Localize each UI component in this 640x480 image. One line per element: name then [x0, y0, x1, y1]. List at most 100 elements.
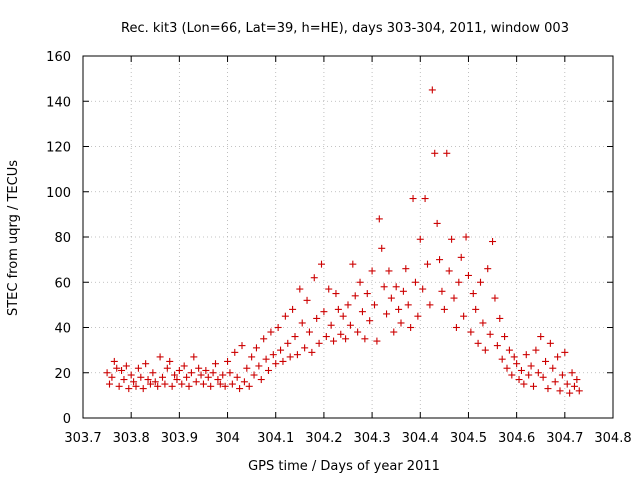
data-point [344, 301, 352, 309]
data-point [293, 351, 301, 359]
data-point [202, 366, 210, 374]
data-point [183, 373, 191, 381]
data-point [185, 382, 193, 390]
data-point [371, 301, 378, 309]
data-point [115, 382, 123, 390]
data-point [156, 353, 164, 361]
data-point [551, 378, 559, 386]
x-tick-label: 303.9 [161, 431, 198, 446]
data-point [125, 385, 133, 393]
data-point [460, 312, 468, 320]
data-point [337, 330, 345, 338]
data-point [103, 369, 111, 377]
data-point [493, 342, 501, 350]
data-point [407, 324, 415, 331]
data-point [375, 215, 383, 223]
data-point [508, 371, 516, 379]
data-point [484, 265, 492, 273]
y-tick-label: 120 [46, 141, 71, 156]
data-point [118, 366, 126, 374]
data-point [320, 308, 328, 316]
data-point [134, 364, 142, 372]
x-tick-label: 304.4 [402, 431, 439, 446]
data-point [260, 335, 268, 343]
data-point [279, 357, 287, 365]
data-point [457, 253, 465, 261]
data-point [226, 369, 234, 377]
data-point [240, 378, 248, 386]
data-point [245, 382, 253, 390]
y-tick-label: 20 [54, 367, 71, 382]
data-point [318, 260, 325, 268]
data-marks [103, 86, 583, 397]
data-point [520, 380, 528, 388]
x-tick-label: 304.8 [594, 431, 631, 446]
data-point [146, 380, 154, 388]
data-point [515, 376, 523, 384]
data-point [395, 305, 403, 313]
x-tick-label: 304.1 [257, 431, 294, 446]
data-point [161, 380, 169, 388]
data-point [127, 371, 135, 379]
data-point [380, 283, 388, 291]
data-point [199, 380, 207, 388]
y-tick-label: 0 [63, 412, 71, 427]
data-point [277, 346, 285, 354]
data-point [431, 149, 439, 157]
x-tick-label: 304.6 [498, 431, 535, 446]
data-point [298, 319, 306, 327]
data-point [554, 353, 562, 361]
data-point [455, 278, 463, 286]
data-point [286, 353, 294, 361]
data-point [404, 301, 412, 309]
data-point [209, 369, 217, 377]
x-tick-label: 304.5 [450, 431, 487, 446]
data-point [110, 357, 118, 365]
data-point [539, 373, 547, 381]
y-axis-label: STEC from uqrg / TECUs [6, 160, 21, 316]
data-point [450, 294, 458, 302]
data-point [272, 360, 280, 368]
data-point [438, 287, 446, 295]
data-point [479, 319, 487, 327]
data-point [481, 346, 489, 354]
data-point [327, 321, 335, 329]
data-point [462, 233, 470, 241]
data-point [219, 371, 227, 379]
data-point [416, 235, 424, 243]
data-point [291, 333, 299, 341]
data-point [542, 357, 550, 365]
grid-layer [83, 56, 613, 418]
data-point [342, 335, 350, 343]
data-point [402, 265, 410, 273]
data-point [421, 195, 429, 203]
data-point [354, 328, 362, 336]
data-point [390, 328, 398, 336]
data-point [330, 337, 338, 345]
data-point [238, 342, 246, 350]
data-point [392, 283, 400, 291]
data-point [525, 371, 533, 379]
data-point [558, 371, 566, 379]
data-point [154, 382, 162, 390]
data-point [310, 274, 318, 282]
data-point [168, 382, 176, 390]
data-point [269, 351, 277, 359]
data-point [130, 378, 138, 386]
plot-frame [82, 55, 614, 419]
data-point [106, 380, 113, 388]
data-point [527, 362, 535, 370]
data-point [149, 369, 157, 377]
data-point [166, 357, 174, 365]
chart-title: Rec. kit3 (Lon=66, Lat=39, h=HE), days 3… [121, 21, 569, 36]
data-point [289, 305, 297, 313]
data-point [443, 149, 451, 157]
data-point [236, 385, 244, 393]
data-point [120, 376, 128, 384]
data-point [517, 366, 525, 374]
data-point [385, 267, 393, 275]
y-tick-label: 100 [46, 186, 71, 201]
data-point [228, 380, 236, 388]
data-point [180, 362, 188, 370]
data-point [308, 348, 316, 356]
